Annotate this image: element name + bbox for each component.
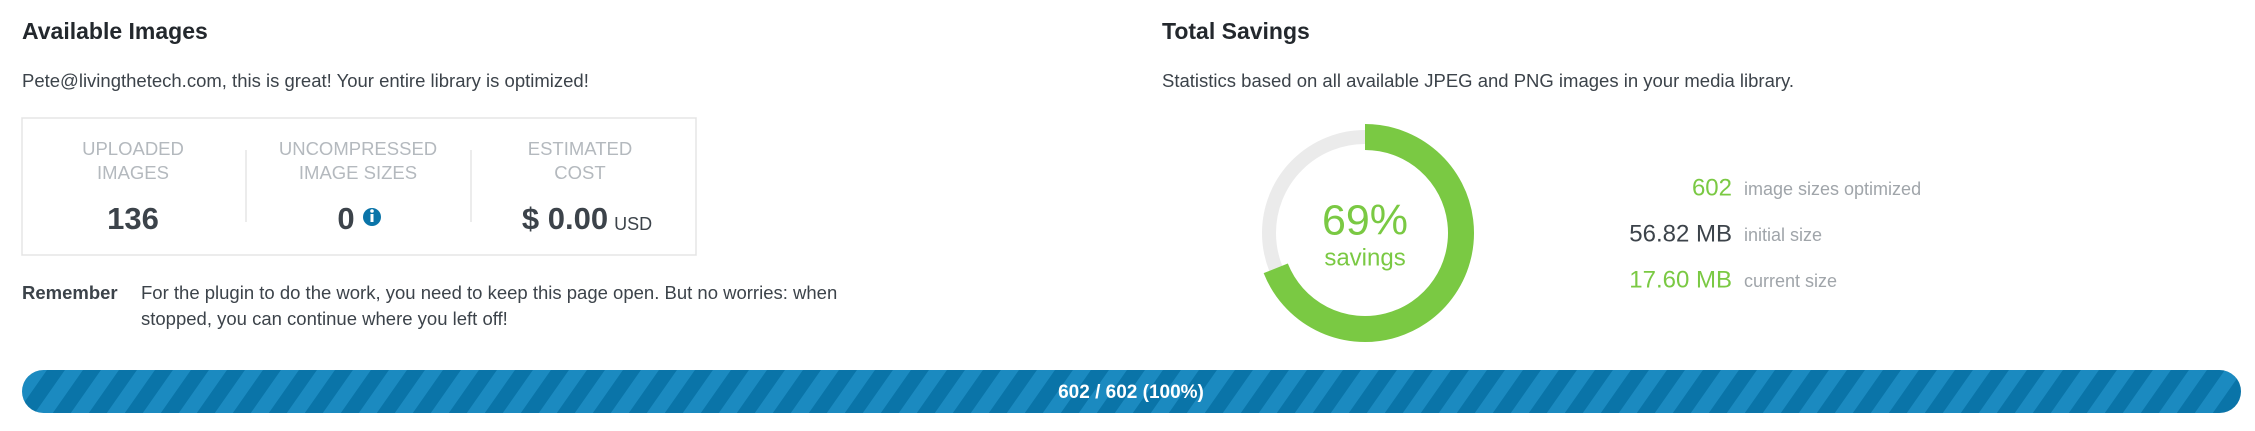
progress-fill — [22, 370, 2241, 413]
stat-label: UNCOMPRESSED — [279, 138, 437, 159]
section-title: Total Savings — [1162, 18, 1310, 44]
info-icon[interactable] — [363, 208, 381, 226]
remember-text: stopped, you can continue where you left… — [141, 308, 508, 329]
row-value: 56.82 MB — [1629, 220, 1732, 247]
row-value: 17.60 MB — [1629, 266, 1732, 293]
stat-label: IMAGES — [97, 162, 169, 183]
message: Statistics based on all available JPEG a… — [1162, 70, 1794, 91]
stat-unit: USD — [614, 214, 652, 234]
savings-arc — [1263, 124, 1474, 342]
row-label: initial size — [1744, 225, 1822, 245]
row-label: image sizes optimized — [1744, 179, 1921, 199]
stat-label: COST — [554, 162, 605, 183]
stat-label: UPLOADED — [82, 138, 184, 159]
message: Pete@livingthetech.com, this is great! Y… — [22, 70, 589, 91]
remember-text: For the plugin to do the work, you need … — [141, 282, 837, 303]
remember-label: Remember — [22, 282, 118, 303]
row-value: 602 — [1692, 174, 1732, 201]
stat-value: $ 0.00 — [522, 201, 608, 236]
stat-label: ESTIMATED — [528, 138, 633, 159]
section-title: Available Images — [22, 18, 208, 44]
savings-caption: savings — [1324, 244, 1405, 271]
stat-value: 136 — [107, 201, 159, 236]
stat-label: IMAGE SIZES — [299, 162, 417, 183]
savings-percent: 69% — [1322, 196, 1408, 244]
stat-value: 0 — [337, 201, 354, 236]
stats-box — [21, 117, 697, 256]
row-label: current size — [1744, 271, 1837, 291]
progress-label: 602 / 602 (100%) — [1058, 382, 1204, 403]
